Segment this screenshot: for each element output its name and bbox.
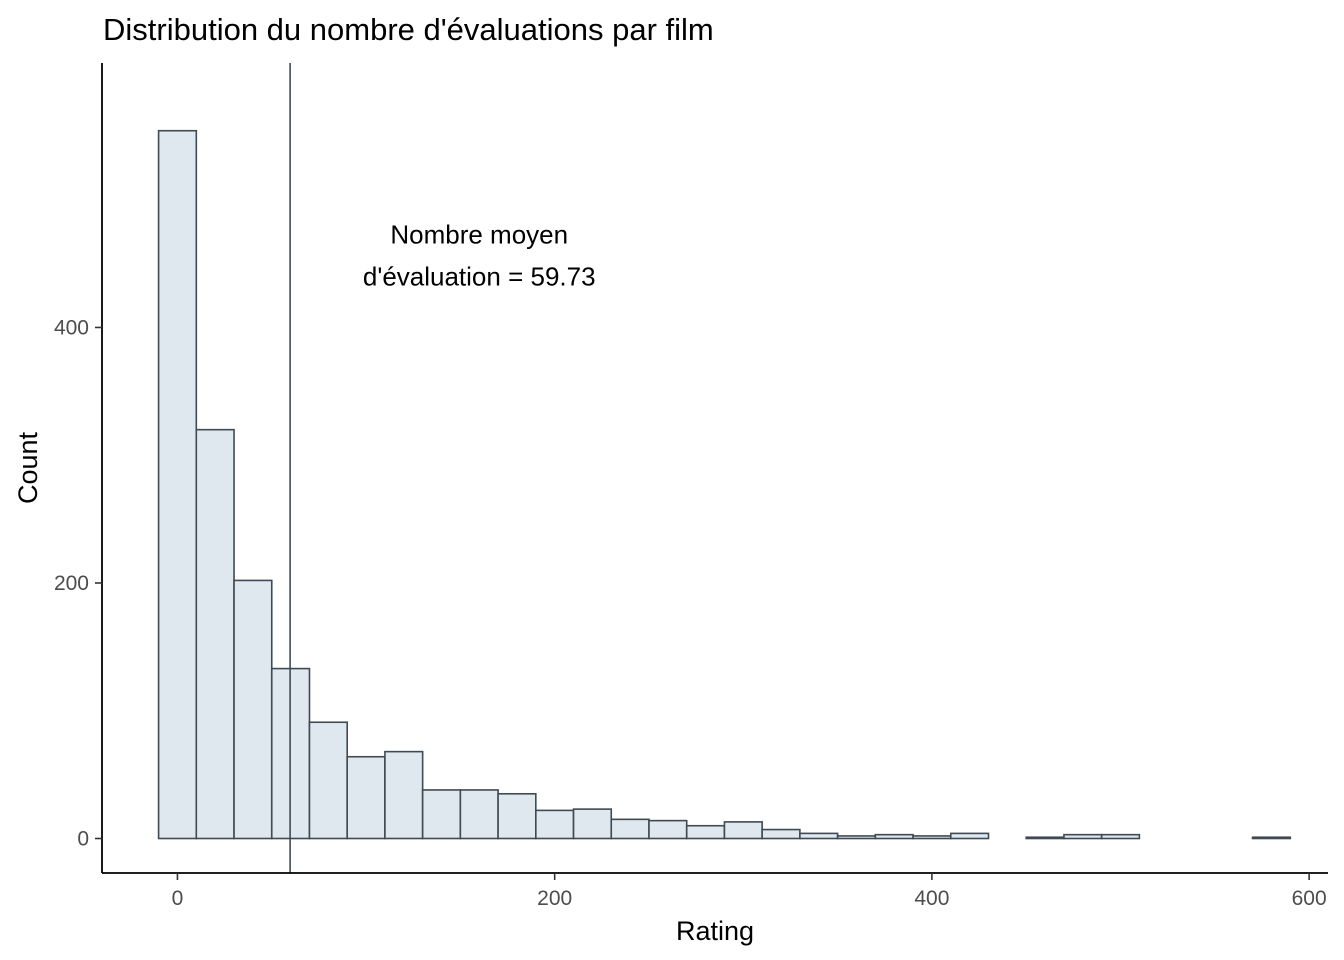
histogram-bar-19 (874, 833, 914, 840)
x-tick-label-600: 600 (1292, 887, 1327, 910)
y-tick-label-400: 400 (54, 316, 89, 339)
histogram-bar-25 (1100, 833, 1141, 840)
histogram-bar-12 (610, 818, 650, 840)
histogram-bar-14 (685, 824, 726, 840)
histogram-bar-0 (157, 129, 198, 840)
histogram-bar-21 (949, 832, 990, 840)
histogram-bar-11 (572, 808, 613, 840)
histogram-bar-15 (723, 821, 763, 840)
x-tick-label-200: 200 (537, 887, 572, 910)
histogram-bar-6 (384, 750, 424, 840)
histogram-bar-18 (836, 835, 877, 840)
histogram-bar-23 (1025, 836, 1065, 840)
axes-group (101, 63, 1328, 874)
histogram-bar-20 (912, 835, 952, 840)
mean-annotation-line-1: Nombre moyen (390, 219, 568, 249)
mean-annotation-line-2: d'évaluation = 59.73 (363, 261, 596, 291)
x-axis-title: Rating (676, 916, 754, 946)
x-ticks-group: 0 200 400 600 (172, 873, 1327, 910)
y-tick-label-0: 0 (77, 828, 89, 851)
x-tick-label-0: 0 (172, 887, 184, 910)
histogram-bar-4 (308, 721, 349, 840)
y-axis-title: Count (13, 431, 43, 504)
histogram-bar-16 (761, 828, 801, 840)
y-tick-label-200: 200 (54, 572, 89, 595)
histogram-bar-17 (799, 832, 839, 840)
histogram-bar-13 (648, 819, 688, 840)
histogram-bar-5 (346, 755, 386, 840)
histogram-bar-8 (459, 789, 499, 840)
histogram-bar-1 (195, 428, 235, 840)
histogram-bar-9 (497, 792, 537, 840)
bars-group (157, 129, 1292, 840)
histogram-bar-29 (1251, 836, 1292, 840)
y-ticks-group: 0 200 400 (54, 316, 102, 851)
histogram-bar-2 (233, 579, 273, 840)
histogram-bar-7 (421, 789, 462, 840)
chart-title: Distribution du nombre d'évaluations par… (103, 12, 714, 47)
histogram-bar-24 (1063, 833, 1103, 840)
histogram-bar-10 (535, 809, 575, 840)
x-tick-label-400: 400 (914, 887, 949, 910)
